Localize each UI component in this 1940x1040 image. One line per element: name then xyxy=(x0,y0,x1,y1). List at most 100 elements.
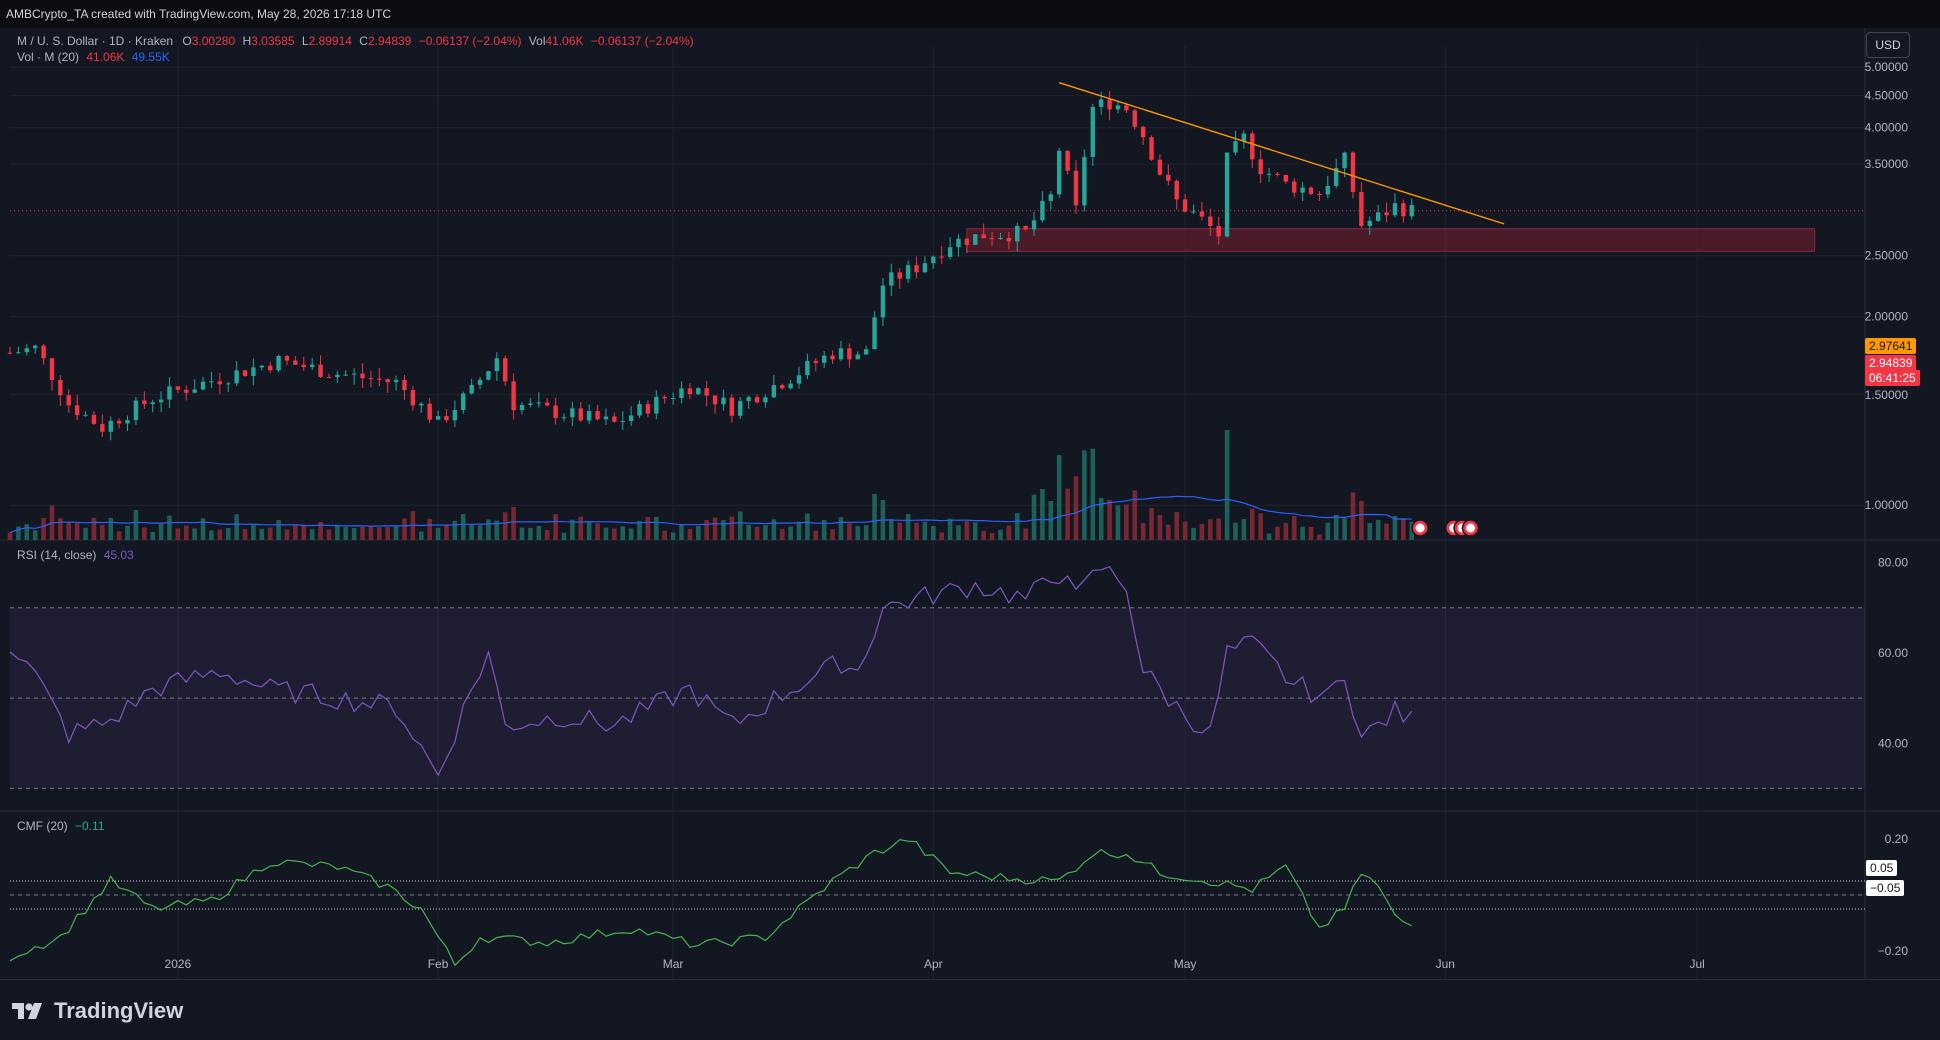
candle-body xyxy=(998,237,1003,239)
candle-body xyxy=(486,371,491,380)
volume-bar xyxy=(1258,513,1263,540)
candle-body xyxy=(1132,110,1137,127)
time-tick-label: Feb xyxy=(428,957,449,971)
candle-body xyxy=(1174,180,1179,200)
brand-logo[interactable]: TradingView xyxy=(12,998,183,1024)
candle-body xyxy=(318,364,323,378)
time-tick-label: May xyxy=(1174,957,1197,971)
volume-bar xyxy=(830,529,835,540)
brand-name: TradingView xyxy=(54,998,184,1023)
candle-body xyxy=(209,381,214,383)
volume-bar xyxy=(897,522,903,540)
candle-body xyxy=(973,234,978,245)
volma-label: Vol · M (20) xyxy=(17,50,80,64)
volume-bar xyxy=(133,510,139,540)
candle-body xyxy=(91,414,97,424)
volume-bar xyxy=(1283,522,1289,540)
volume-bar xyxy=(1401,518,1406,540)
candle-body xyxy=(704,388,709,396)
volume-bar xyxy=(251,524,256,540)
volume-bar xyxy=(1132,490,1138,540)
symbol-label: M / U. S. Dollar · 1D · Kraken xyxy=(17,34,174,48)
vol-label: Vol xyxy=(528,34,546,48)
cmf-tick-label: −0.20 xyxy=(1878,944,1909,958)
volume-bar xyxy=(922,521,928,540)
candle-body xyxy=(889,272,894,286)
candle-body xyxy=(251,367,256,376)
volume-bar xyxy=(125,525,130,540)
time-tick-label: 2026 xyxy=(165,957,192,971)
volume-ma-line xyxy=(9,495,1412,534)
price-tick-label: 2.00000 xyxy=(1865,309,1909,323)
candle-body xyxy=(519,404,525,411)
candle-body xyxy=(125,420,130,424)
volume-bar xyxy=(393,525,399,540)
candle-body xyxy=(511,381,516,411)
volume-bar xyxy=(1124,504,1129,540)
candle-body xyxy=(351,373,357,375)
volume-bar xyxy=(141,527,147,540)
volume-bar xyxy=(679,524,684,540)
vol-value: 41.06K xyxy=(545,34,584,48)
candle-body xyxy=(721,397,726,405)
candle-body xyxy=(158,399,164,403)
chart-frame[interactable]: 5.00000 4.50000 4.00000 3.50000 2.50000 2.000… xyxy=(0,28,1940,979)
candle-body xyxy=(1216,226,1221,237)
volume-bar xyxy=(670,532,676,540)
volume-bar xyxy=(1140,522,1146,540)
cmf-legend: CMF (20) −0.11 xyxy=(17,819,105,833)
open-value: 3.00280 xyxy=(191,34,236,48)
candle-body xyxy=(947,247,953,257)
candle-body xyxy=(1006,237,1012,242)
chart-canvas[interactable]: 5.00000 4.50000 4.00000 3.50000 2.50000 2.000… xyxy=(0,28,1940,979)
currency-button[interactable]: USD xyxy=(1866,32,1910,58)
candle-body xyxy=(1166,174,1171,181)
volume-bar xyxy=(687,529,693,540)
volume-bar xyxy=(612,528,617,540)
candle-body xyxy=(1300,187,1305,193)
candle-body xyxy=(813,360,818,363)
volume-bar xyxy=(276,519,281,540)
volume-bar xyxy=(1182,521,1188,540)
volume-bar xyxy=(998,529,1003,540)
volume-bar xyxy=(821,519,827,540)
candle-body xyxy=(1057,150,1062,195)
volume-bar xyxy=(981,530,986,540)
candle-body xyxy=(805,360,810,376)
volume-bar xyxy=(695,526,701,540)
candle-body xyxy=(788,383,793,389)
candle-body xyxy=(729,397,735,416)
volume-bar xyxy=(209,530,214,540)
candle-body xyxy=(100,423,105,432)
volume-bar xyxy=(1006,525,1012,540)
volume-bar xyxy=(905,513,911,540)
volume-bar xyxy=(293,524,298,540)
volume-bar xyxy=(872,494,877,540)
volume-bar xyxy=(16,526,21,540)
candle-body xyxy=(561,417,567,419)
volume-bar xyxy=(192,528,197,540)
ohlc-legend: M / U. S. Dollar · 1D · Kraken O3.00280 … xyxy=(17,34,694,48)
candle-body xyxy=(385,379,390,383)
volume-bar xyxy=(1115,505,1121,540)
candle-body xyxy=(167,386,172,400)
candle-body xyxy=(628,415,634,422)
candle-body xyxy=(1342,152,1347,169)
volume-bar xyxy=(956,525,961,540)
price-tick-label: 4.00000 xyxy=(1865,121,1909,135)
candle-body xyxy=(410,390,416,406)
candle-body xyxy=(603,416,609,420)
time-tick-label: Jun xyxy=(1436,957,1455,971)
volume-bar xyxy=(7,532,13,540)
volume-bar xyxy=(721,520,726,540)
time-tick-label: Jul xyxy=(1689,957,1704,971)
cmf-tick-label: 0.20 xyxy=(1885,832,1909,846)
level-badge: 2.97641 xyxy=(1865,338,1917,354)
candle-body xyxy=(528,403,533,405)
volume-bar xyxy=(1216,518,1221,540)
candle-body xyxy=(1157,159,1163,175)
candle-body xyxy=(679,388,684,399)
volume-bar xyxy=(1014,513,1020,540)
candle-body xyxy=(503,358,508,382)
last-price-badge: 2.94839 xyxy=(1865,355,1917,371)
